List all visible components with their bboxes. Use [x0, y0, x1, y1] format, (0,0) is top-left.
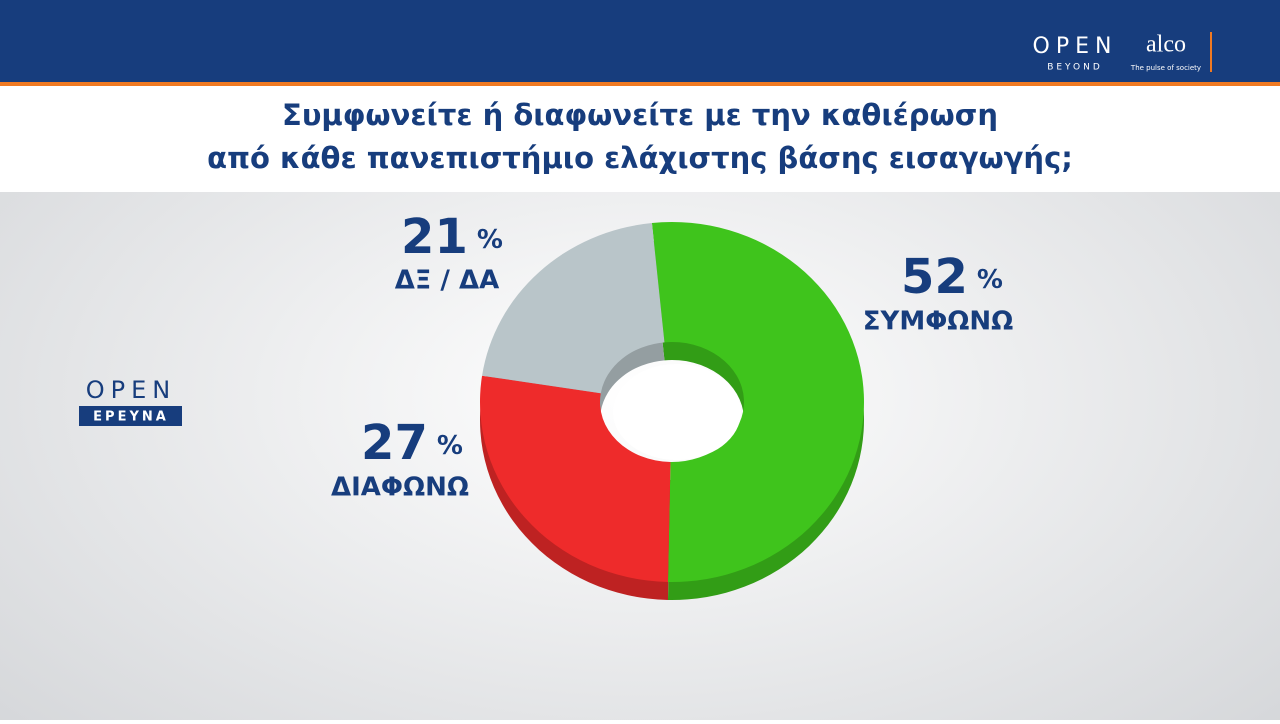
slice	[482, 222, 665, 394]
partner-sub: The pulse of society	[1130, 64, 1201, 72]
top-bar	[0, 0, 1280, 82]
title-band	[0, 86, 1280, 192]
chart-title: Συμφωνείτε ή διαφωνείτε με την καθιέρωση	[282, 98, 998, 132]
top-logo: OPEN	[1033, 34, 1118, 59]
category-label: ΔΞ / ΔΑ	[395, 266, 499, 296]
side-logo-box	[79, 406, 182, 426]
partner-logo: alco	[1146, 32, 1186, 58]
side-logo: OPEN	[86, 376, 176, 404]
category-label: ΣΥΜΦΩΝΩ	[863, 307, 1014, 337]
value-label: 21 %	[401, 209, 503, 265]
value-label: 27 %	[361, 415, 463, 471]
donut-hole	[613, 364, 741, 460]
accent-line	[0, 82, 1280, 86]
slice	[651, 221, 865, 582]
category-label: ΔΙΑΦΩΝΩ	[331, 473, 469, 503]
chart-title: από κάθε πανεπιστήμιο ελάχιστης βάσης ει…	[207, 141, 1073, 175]
value-label: 52 %	[901, 249, 1003, 305]
logo-divider	[1210, 32, 1212, 72]
top-logo-sub: BEYOND	[1047, 63, 1103, 73]
slice	[480, 375, 671, 582]
side-logo-sub: ΕΡΕΥΝΑ	[93, 410, 169, 425]
